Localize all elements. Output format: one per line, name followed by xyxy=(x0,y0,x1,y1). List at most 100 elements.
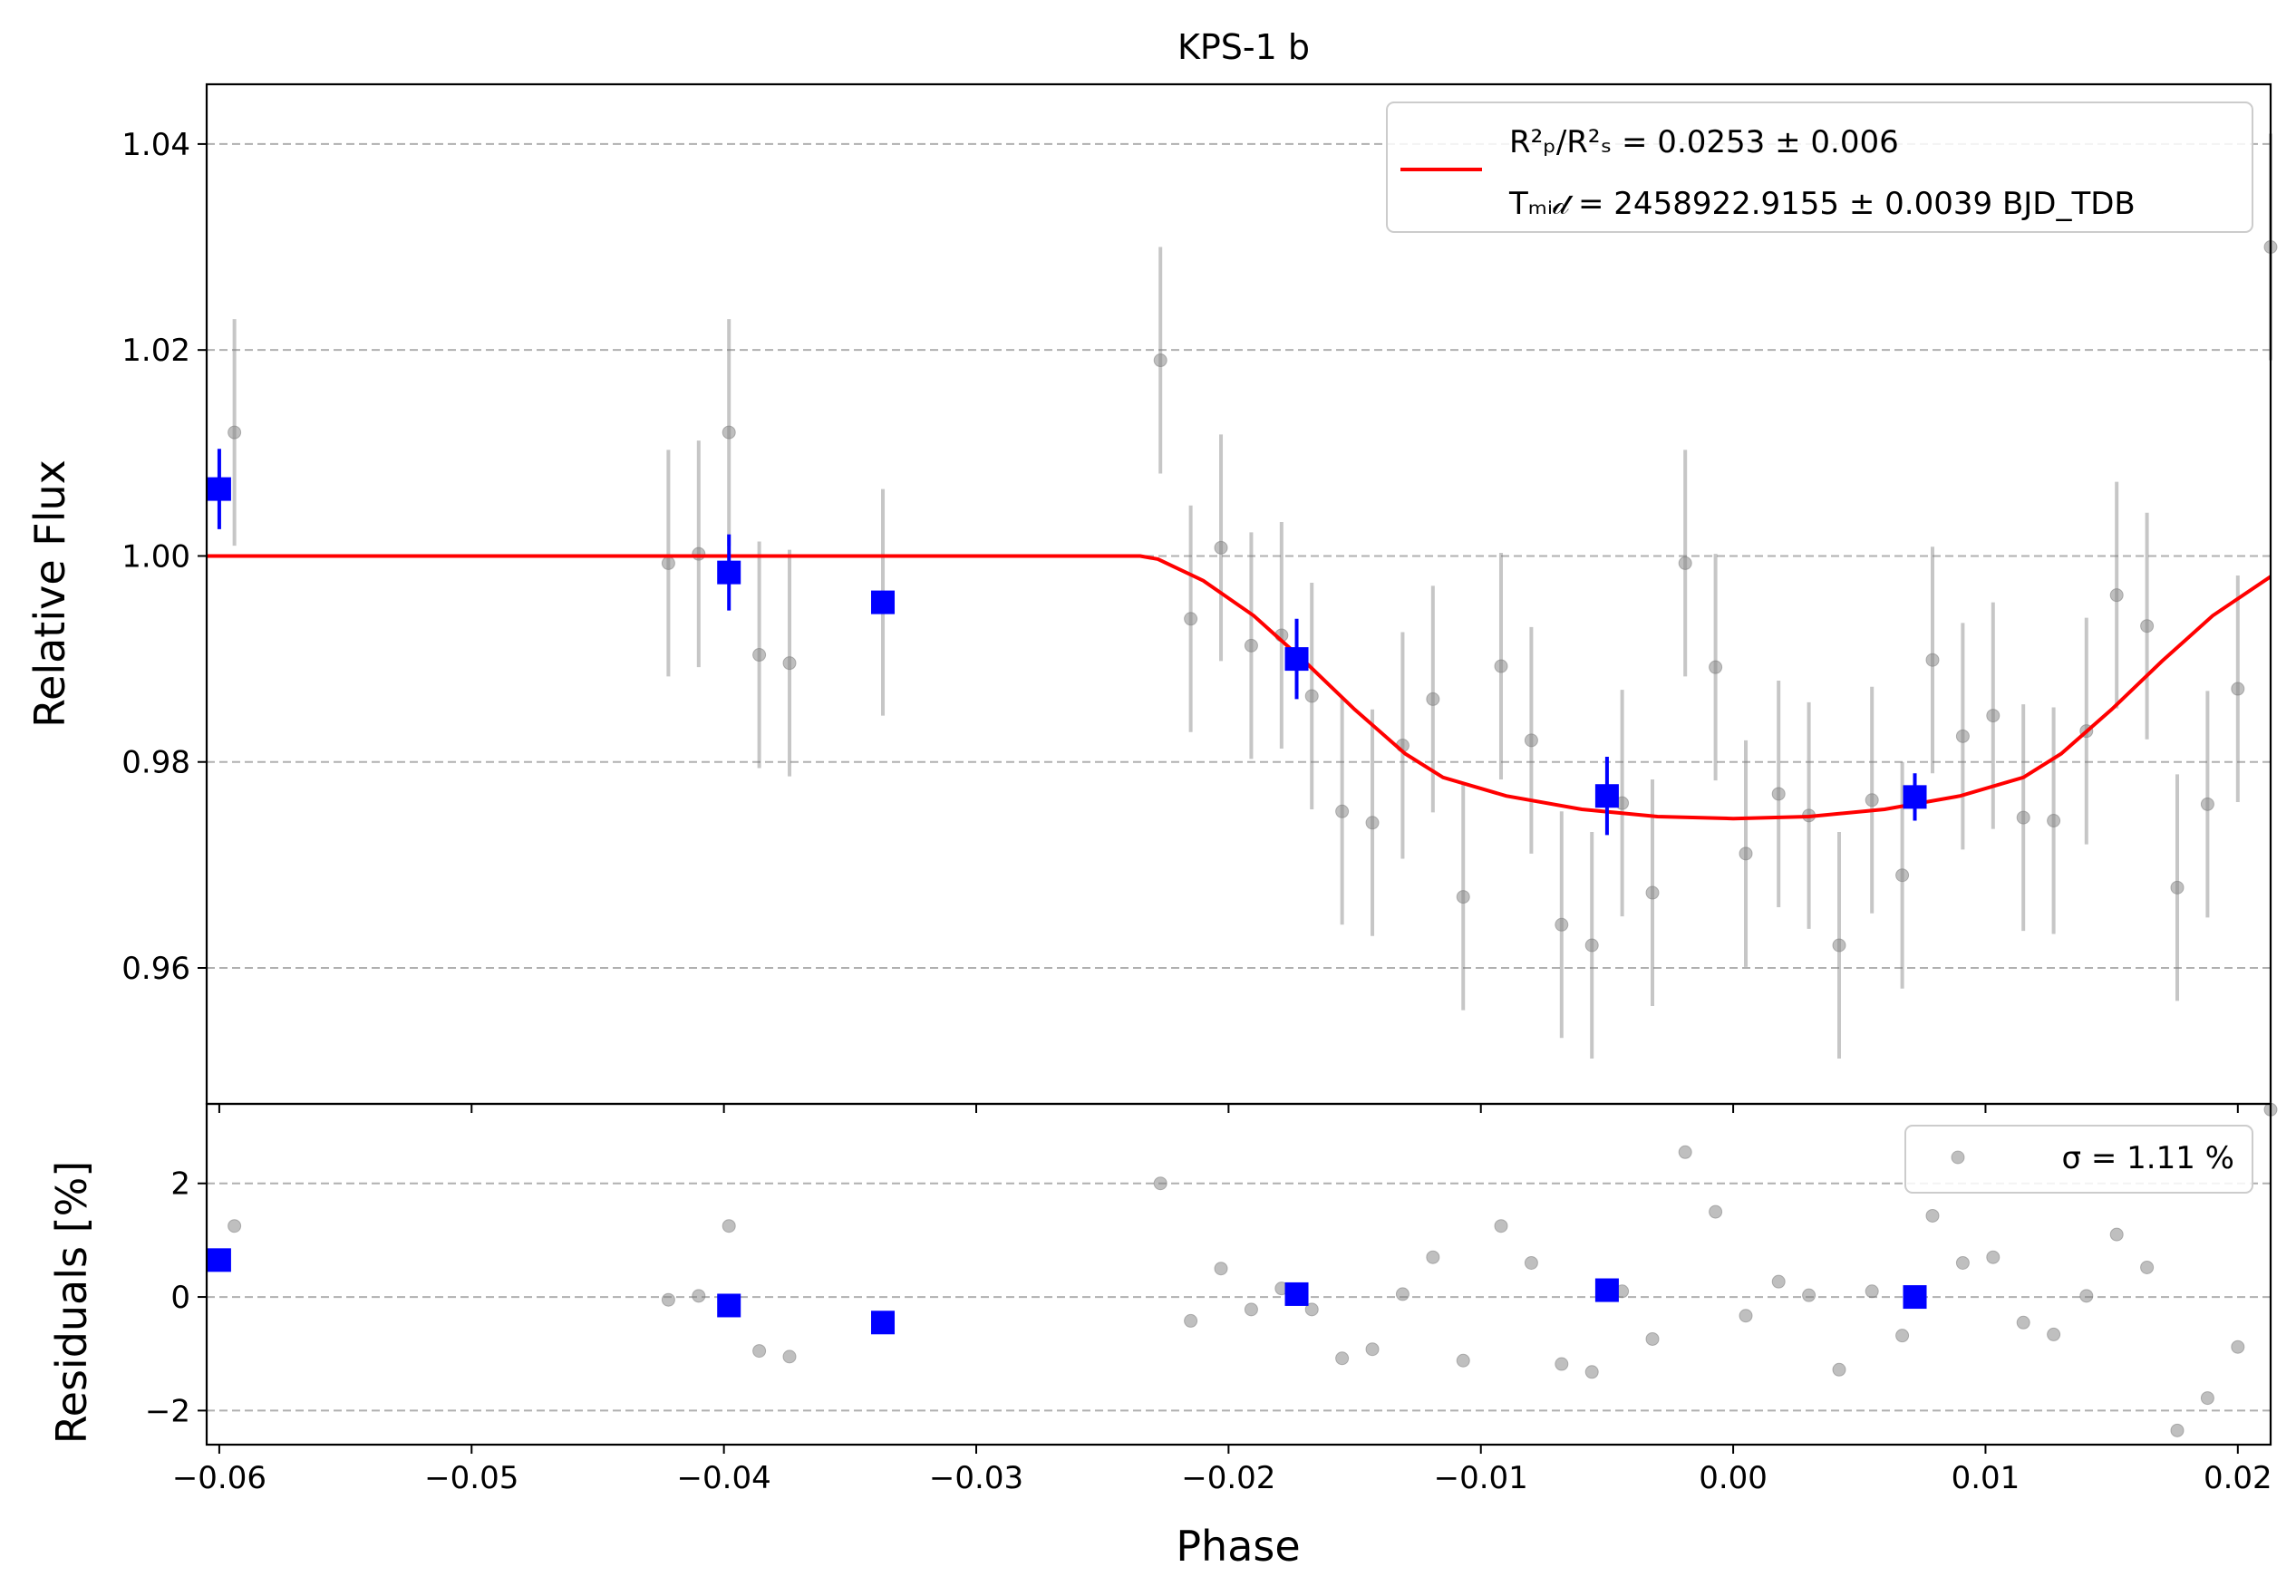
main-legend: R²ₚ/R²ₛ = 0.0253 ± 0.006 Tₘᵢ𝒹 = 2458922.… xyxy=(1386,102,2253,233)
main-raw-points xyxy=(228,133,2278,1059)
raw-data-point xyxy=(1426,692,1440,706)
binned-data-point xyxy=(717,560,741,585)
residual-raw-point xyxy=(2200,1391,2214,1406)
raw-data-point xyxy=(2047,814,2061,827)
raw-data-point xyxy=(1986,709,2001,723)
raw-data-point xyxy=(1832,938,1846,953)
residual-raw-point xyxy=(1184,1313,1198,1328)
x-tick-label: −0.04 xyxy=(677,1460,771,1496)
residual-raw-point xyxy=(2170,1423,2185,1437)
binned-data-point xyxy=(1284,647,1309,672)
residual-binned-point xyxy=(1284,1282,1309,1306)
x-ticks: −0.06 −0.05 −0.04 −0.03 −0.02 −0.01 0.00 0.01 0.… xyxy=(172,1104,2272,1496)
x-tick-label: 0.01 xyxy=(1952,1460,2020,1496)
raw-data-point xyxy=(1925,653,1940,667)
raw-data-point xyxy=(1214,540,1228,555)
residual-raw-point xyxy=(2231,1340,2245,1354)
raw-data-point xyxy=(2109,588,2124,603)
residual-legend: σ = 1.11 % xyxy=(1904,1125,2253,1194)
residual-raw-point xyxy=(2016,1315,2030,1330)
main-panel: 0.96 0.98 1.00 1.02 1.04 Relative Flux R²ₚ/R… xyxy=(25,82,2278,1106)
main-y-tick-label: 0.98 xyxy=(121,745,190,781)
residual-raw-point xyxy=(752,1344,767,1359)
raw-data-point xyxy=(1555,917,1569,932)
main-y-tick-label: 1.04 xyxy=(121,127,190,163)
x-tick-label: −0.05 xyxy=(424,1460,518,1496)
raw-data-point xyxy=(1771,787,1786,801)
residual-raw-point xyxy=(1986,1250,2001,1264)
residual-raw-point xyxy=(1456,1353,1470,1368)
raw-data-point xyxy=(1153,353,1167,368)
residual-y-axis-label: Residuals [%] xyxy=(47,1161,96,1444)
residual-raw-points xyxy=(228,1102,2278,1437)
residual-binned-points xyxy=(207,1248,1927,1335)
residual-y-tick-label: 2 xyxy=(170,1166,190,1203)
binned-data-point xyxy=(1903,785,1927,809)
x-tick-label: −0.01 xyxy=(1434,1460,1528,1496)
raw-data-point xyxy=(1955,729,1970,743)
residual-legend-marker xyxy=(1951,1150,1965,1165)
raw-data-point xyxy=(692,547,706,561)
residual-y-tick-label: −2 xyxy=(145,1393,190,1429)
residual-legend-box xyxy=(1904,1125,2253,1194)
x-axis-label: Phase xyxy=(1176,1522,1300,1571)
residual-raw-point xyxy=(1832,1362,1846,1377)
residual-raw-point xyxy=(1739,1309,1753,1323)
raw-data-point xyxy=(1739,846,1753,861)
residual-raw-point xyxy=(1895,1329,1910,1343)
residual-panel: −2 0 2 −0.06 −0.05 −0.04 −0.03 −0.02 −0.01 0.00 0… xyxy=(47,1102,2278,1571)
raw-data-point xyxy=(1494,659,1508,673)
legend-sigma: σ = 1.11 % xyxy=(2062,1140,2234,1176)
residual-raw-point xyxy=(1645,1331,1660,1346)
raw-data-point xyxy=(1365,816,1380,830)
raw-data-point xyxy=(782,656,797,671)
raw-data-point xyxy=(1895,868,1910,883)
residual-raw-point xyxy=(1335,1351,1350,1366)
residual-raw-point xyxy=(1925,1208,1940,1223)
residual-binned-point xyxy=(1594,1278,1619,1302)
main-binned-points xyxy=(207,449,1927,836)
raw-data-point xyxy=(1584,938,1599,953)
residual-binned-point xyxy=(207,1248,231,1272)
raw-data-point xyxy=(661,556,675,570)
main-y-tick-label: 0.96 xyxy=(121,951,190,987)
residual-raw-point xyxy=(2140,1260,2155,1274)
binned-data-point xyxy=(207,477,231,501)
residual-raw-point xyxy=(2047,1327,2061,1341)
residual-raw-point xyxy=(722,1219,736,1233)
raw-data-point xyxy=(1709,660,1723,674)
raw-data-point xyxy=(1524,733,1538,748)
raw-data-point xyxy=(1304,689,1319,703)
residual-raw-point xyxy=(2109,1227,2124,1242)
legend-mid-transit: Tₘᵢ𝒹 = 2458922.9155 ± 0.0039 BJD_TDB xyxy=(1508,186,2136,222)
residual-raw-point xyxy=(1678,1145,1692,1159)
binned-data-point xyxy=(1594,784,1619,808)
raw-data-point xyxy=(1456,890,1470,904)
residual-raw-point xyxy=(1244,1302,1258,1317)
residual-raw-point xyxy=(1865,1284,1879,1299)
residual-binned-point xyxy=(1903,1285,1927,1310)
main-y-tick-label: 1.02 xyxy=(121,333,190,369)
residual-raw-point xyxy=(1802,1288,1816,1302)
main-y-ticks: 0.96 0.98 1.00 1.02 1.04 xyxy=(121,127,207,987)
residual-raw-point xyxy=(228,1219,242,1233)
raw-data-point xyxy=(228,425,242,440)
raw-data-point xyxy=(1865,793,1879,808)
residual-raw-point xyxy=(1214,1262,1228,1276)
raw-data-point xyxy=(1244,638,1258,653)
residual-raw-point xyxy=(692,1289,706,1303)
raw-data-point xyxy=(1645,885,1660,900)
residual-raw-point xyxy=(1555,1357,1569,1371)
x-tick-label: 0.00 xyxy=(1699,1460,1768,1496)
residual-raw-point xyxy=(1153,1176,1167,1191)
raw-data-point xyxy=(2200,797,2214,811)
raw-data-point xyxy=(1335,804,1350,818)
residual-raw-point xyxy=(2079,1289,2094,1303)
raw-data-point xyxy=(1184,612,1198,626)
residual-raw-point xyxy=(661,1292,675,1307)
x-tick-label: −0.03 xyxy=(929,1460,1023,1496)
main-y-axis-label: Relative Flux xyxy=(25,459,74,728)
x-tick-label: −0.06 xyxy=(172,1460,266,1496)
main-legend-box xyxy=(1386,102,2253,233)
